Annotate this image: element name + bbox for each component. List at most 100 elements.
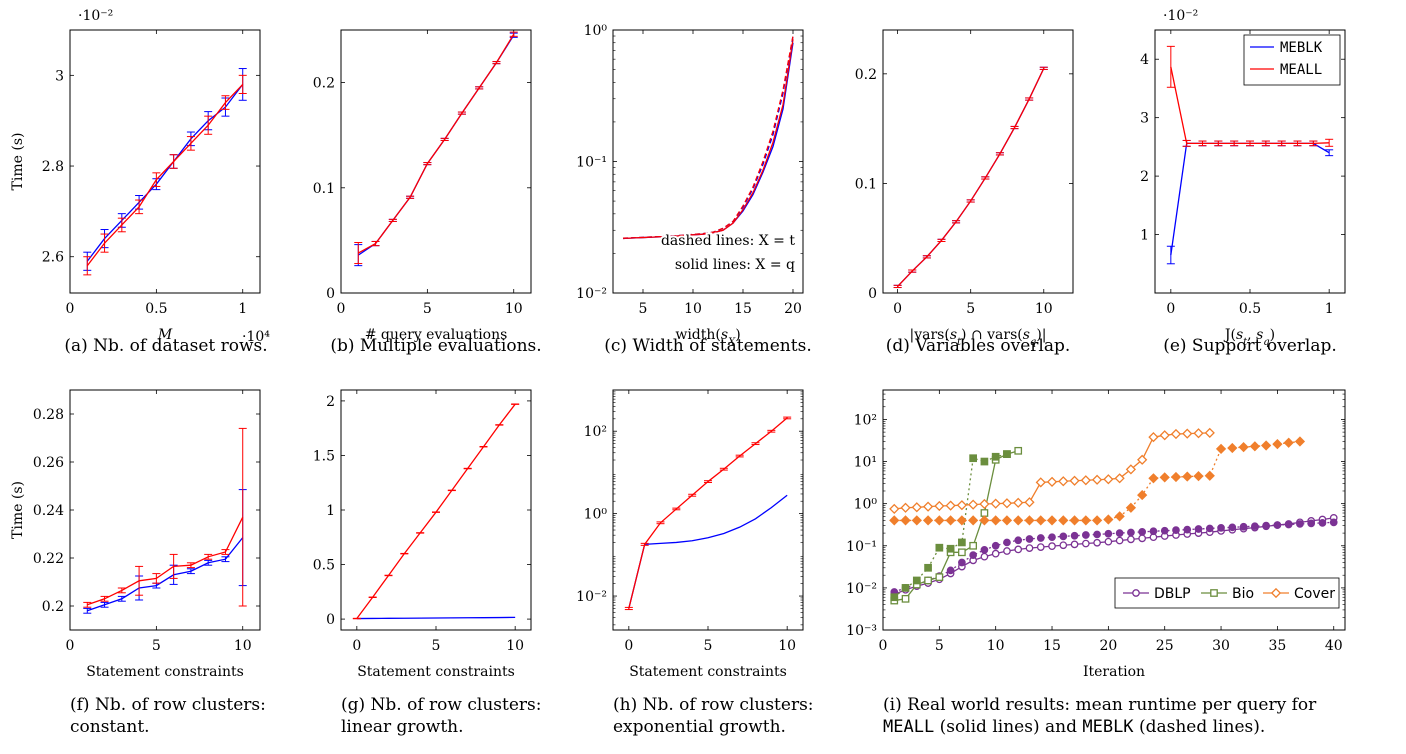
caption-part: (f) Nb. of row clusters: — [70, 695, 266, 715]
data-point — [1272, 438, 1283, 450]
y-tick-label: 10⁻³ — [846, 623, 877, 639]
data-point — [969, 454, 977, 463]
x-tick-label: 25 — [1156, 638, 1174, 654]
x-tick-label: 0 — [1166, 301, 1175, 317]
data-point — [1137, 454, 1148, 465]
x-tick-label: 0 — [66, 638, 75, 654]
chart-i: 0 5 10 15 20 25 30 35 40 10⁻³ 10⁻² 10⁻¹ 10⁰ 10¹ 10² Ite… — [846, 389, 1346, 737]
data-point — [1070, 540, 1079, 549]
y-tick-label: 0.1 — [313, 181, 335, 197]
data-point — [1148, 473, 1159, 484]
data-point — [1160, 526, 1169, 535]
data-point — [1036, 534, 1045, 542]
data-point — [1001, 498, 1013, 509]
data-point — [1014, 545, 1023, 554]
y-tick-label: 0.1 — [855, 176, 877, 192]
x-tick-label: 0.5 — [1239, 301, 1261, 317]
data-point — [924, 576, 932, 585]
x-axis-label: Iteration — [1083, 664, 1145, 680]
y-tick-label: 2 — [1140, 169, 1149, 185]
series-line — [897, 68, 1045, 287]
data-point — [1046, 476, 1058, 487]
series-line — [86, 83, 244, 267]
x-tick-label: 15 — [734, 301, 752, 317]
data-point — [969, 551, 977, 559]
data-point — [945, 500, 956, 511]
data-point — [1014, 536, 1023, 545]
legend: MEBLK MEALL — [1243, 34, 1341, 86]
series-line — [897, 68, 1045, 287]
label-subscript: t — [1243, 337, 1248, 348]
x-tick-label: 0 — [893, 301, 902, 317]
data-point — [1093, 538, 1101, 547]
y-tick-label: 3 — [1140, 111, 1149, 127]
x-tick-label: 0 — [352, 638, 361, 654]
data-point — [979, 498, 990, 510]
data-point — [956, 500, 967, 511]
data-point — [1024, 515, 1035, 526]
data-point — [1138, 534, 1147, 543]
caption-part: (g) Nb. of row clusters: — [341, 695, 541, 715]
x-tick-label: 20 — [784, 301, 802, 317]
x-tick-label: 1 — [1325, 301, 1334, 317]
data-point — [1024, 497, 1035, 508]
y-tick-label: 0.2 — [855, 67, 877, 83]
series-line — [894, 432, 1210, 510]
data-point — [1080, 475, 1091, 486]
data-point — [969, 541, 977, 550]
x-tick-label: 5 — [704, 638, 713, 654]
data-point — [1003, 547, 1011, 555]
annotation-text: solid lines: X = q — [675, 257, 795, 273]
x-tick-label: 20 — [1099, 638, 1117, 654]
plot-frame — [340, 389, 532, 631]
series-line — [894, 517, 1334, 596]
y-tick-label: 2.6 — [42, 250, 64, 266]
y-tick-label: 10⁰ — [584, 23, 608, 39]
label-part: , — [1247, 327, 1256, 343]
x-tick-label: 10 — [506, 638, 524, 654]
label-part: J( — [1223, 327, 1236, 343]
data-point — [1001, 515, 1013, 526]
y-tick-label: 10⁻¹ — [576, 155, 607, 171]
data-point — [958, 548, 966, 557]
data-point — [946, 544, 955, 553]
y-tick-label: 0 — [326, 612, 335, 628]
series-group — [354, 31, 518, 267]
series-group — [83, 427, 247, 614]
label-part: width( — [675, 327, 721, 343]
figure-caption: (c) Width of statements. — [604, 336, 811, 356]
data-point — [1125, 464, 1137, 475]
x-tick-label: 0.5 — [145, 301, 167, 317]
data-point — [1294, 436, 1306, 447]
legend-marker — [1270, 587, 1282, 599]
data-point — [890, 593, 899, 602]
chart-g: 0 5 10 0 0.5 1 1.5 2 Statement constraints (g) Nb… — [313, 389, 541, 737]
series-line — [628, 494, 788, 609]
data-point — [958, 538, 966, 547]
y-tick-label: 10¹ — [854, 455, 877, 471]
data-point — [1013, 497, 1024, 508]
data-point — [1080, 515, 1091, 526]
x-tick-label: 10 — [505, 301, 523, 317]
caption-part: linear growth. — [341, 717, 464, 737]
label-subscript: q — [1263, 337, 1269, 348]
chart-a: 0 0.5 1 2.6 2.8 3 Time (s) M ·10⁻² ·10⁴(a) Nb. of… — [10, 8, 270, 356]
y-axis-multiplier: ·10⁻² — [1163, 8, 1198, 24]
caption-part: constant. — [70, 717, 150, 737]
data-point — [956, 515, 967, 526]
figure-caption: (e) Support overlap. — [1163, 336, 1337, 356]
data-point — [1025, 535, 1034, 543]
data-point — [1035, 477, 1046, 488]
figure-caption-line: (h) Nb. of row clusters: — [613, 695, 814, 715]
series-line — [622, 35, 794, 239]
label-part: |vars( — [910, 327, 950, 343]
y-tick-label: 0.2 — [42, 599, 64, 615]
data-point — [1013, 515, 1024, 526]
data-point — [1329, 518, 1338, 527]
y-tick-label: 10⁻² — [846, 581, 877, 597]
plot-frame — [882, 29, 1074, 294]
data-point — [1046, 515, 1058, 526]
x-tick-label: 40 — [1325, 638, 1343, 654]
series-line — [356, 616, 516, 620]
